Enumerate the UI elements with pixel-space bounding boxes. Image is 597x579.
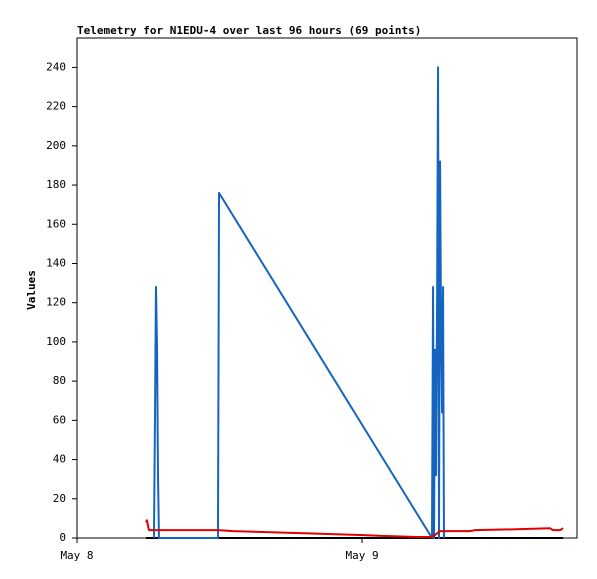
y-tick-label: 200 [46,139,66,152]
chart-title: Telemetry for N1EDU-4 over last 96 hours… [77,24,421,37]
y-tick-label: 160 [46,217,66,230]
data-line [152,66,445,539]
y-tick-label: 40 [53,453,66,466]
y-tick-label: 180 [46,178,66,191]
y-tick-label: 100 [46,335,66,348]
data-line [145,519,564,539]
x-tick-label: May 8 [60,549,93,562]
y-tick-label: 220 [46,100,66,113]
y-axis-label: Values [25,270,38,310]
y-tick-label: 20 [53,492,66,505]
x-tick-label: May 9 [345,549,378,562]
y-tick-label: 80 [53,374,66,387]
y-tick-label: 120 [46,296,66,309]
y-tick-label: 60 [53,413,66,426]
y-tick-label: 140 [46,256,66,269]
y-tick-label: 0 [59,531,66,544]
y-tick-label: 240 [46,60,66,73]
